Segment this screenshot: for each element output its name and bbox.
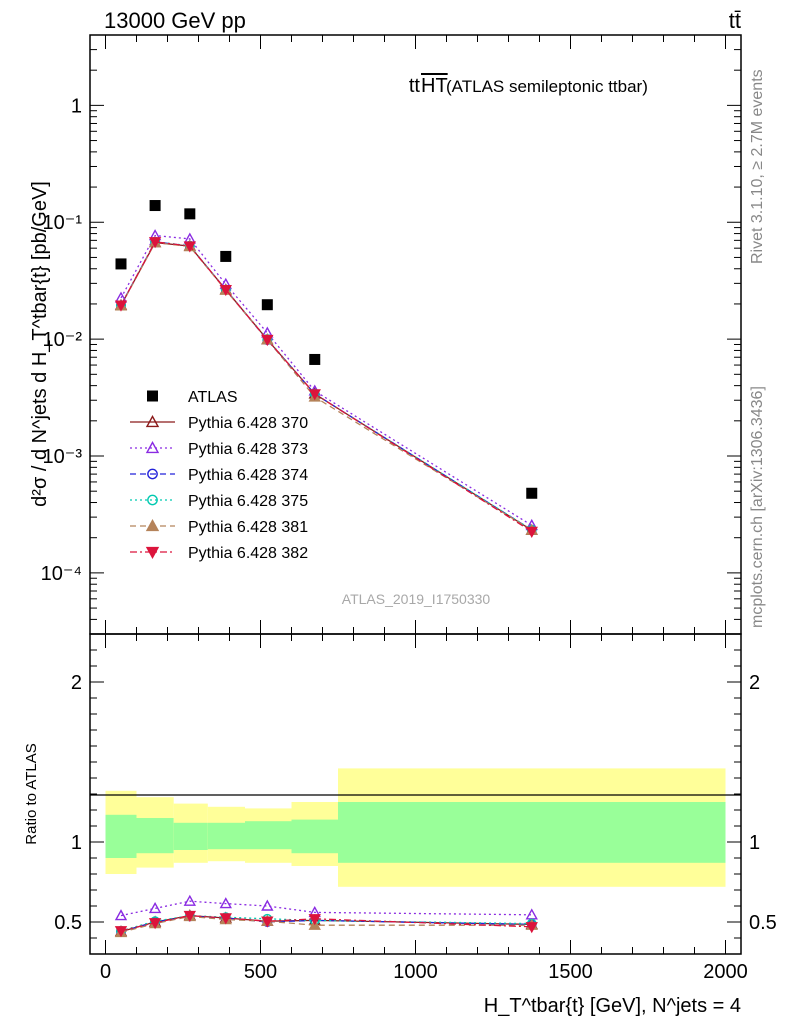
x-axis-label: H_T^tbar{t} [GeV], N^jets = 4 xyxy=(484,995,741,1017)
ratio-band-inner xyxy=(173,822,208,850)
x-tick-label: 2000 xyxy=(703,961,748,983)
ratio-band-inner xyxy=(245,821,292,850)
series-point xyxy=(308,389,321,401)
ratio-point xyxy=(183,910,197,923)
legend-marker xyxy=(147,390,158,402)
legend-label: Pythia 6.428 373 xyxy=(188,441,308,458)
y-tick-label-main: 10⁻³ xyxy=(43,446,83,468)
ratio-band-inner xyxy=(105,814,137,858)
ratio-point xyxy=(261,916,274,928)
y-tick-label-main: 1 xyxy=(71,95,82,117)
ratio-point xyxy=(148,918,162,930)
ratio-band-inner xyxy=(338,802,726,863)
legend-marker xyxy=(147,468,158,480)
main-panel: 10⁻⁴ 10⁻³ 10⁻² 10⁻¹ 1 tt HT (ATLAS semilepto… xyxy=(41,34,742,635)
data-point xyxy=(309,353,321,365)
x-tick-label: 1000 xyxy=(393,961,438,983)
legend-label: Pythia 6.428 374 xyxy=(188,467,308,484)
y-axis-label-main: d²σ / d N^jets d H_T^tbar{t} [pb/GeV] xyxy=(29,181,51,507)
ratio-point xyxy=(219,913,232,925)
plot-title-suffix: (ATLAS semileptonic ttbar) xyxy=(446,77,648,96)
rivet-label: Rivet 3.1.10, ≥ 2.7M events xyxy=(749,69,766,264)
y-axis-label-ratio: Ratio to ATLAS xyxy=(23,743,40,844)
ratio-point xyxy=(148,901,162,914)
data-point xyxy=(149,200,161,212)
data-point xyxy=(220,250,232,262)
ratio-line xyxy=(120,900,532,917)
legend-marker xyxy=(145,441,160,454)
energy-label: 13000 GeV pp xyxy=(104,8,246,33)
ratio-point xyxy=(525,908,538,920)
ratio-band-inner xyxy=(136,818,174,854)
y-tick-label-ratio-right: 1 xyxy=(749,832,760,854)
y-tick-label-ratio: 0.5 xyxy=(54,912,82,934)
legend-marker xyxy=(145,415,160,428)
ratio-point xyxy=(114,909,128,921)
data-point xyxy=(115,258,127,270)
legend-label: Pythia 6.428 375 xyxy=(188,493,308,510)
legend-label: Pythia 6.428 382 xyxy=(188,545,308,562)
x-tick-label: 500 xyxy=(244,961,277,983)
mcplots-label: mcplots.cern.ch [arXiv:1306.3436] xyxy=(749,386,766,628)
legend-label: Pythia 6.428 381 xyxy=(188,519,308,536)
ratio-point xyxy=(308,914,321,926)
ratio-point xyxy=(114,926,128,938)
y-tick-label-ratio-right: 0.5 xyxy=(749,912,777,934)
y-tick-label-main: 10⁻¹ xyxy=(43,212,83,234)
x-tick-label: 0 xyxy=(100,961,111,983)
plot-title-overline: HT xyxy=(421,75,448,97)
series-point xyxy=(219,284,232,297)
analysis-watermark: ATLAS_2019_I1750330 xyxy=(342,591,491,607)
ratio-point xyxy=(219,897,232,909)
ratio-point xyxy=(261,899,274,911)
ratio-point xyxy=(525,922,538,934)
legend-marker xyxy=(145,519,160,532)
plot-title-main: tt xyxy=(409,75,421,97)
legend-marker xyxy=(145,546,160,559)
series-point xyxy=(183,241,197,253)
series-line xyxy=(120,241,533,533)
series-point xyxy=(261,334,274,347)
series-point xyxy=(148,237,162,249)
data-point xyxy=(184,208,196,220)
legend-marker xyxy=(147,494,158,506)
ratio-point xyxy=(183,894,197,906)
ratio-band-inner xyxy=(207,822,245,850)
legend: ATLAS Pythia 6.428 370 Pythia 6.428 373 Pyt… xyxy=(130,389,308,562)
legend-label: ATLAS xyxy=(188,389,238,406)
data-point xyxy=(261,299,273,311)
series-point xyxy=(114,300,128,312)
y-tick-label-ratio: 1 xyxy=(71,832,82,854)
y-tick-label-main: 10⁻⁴ xyxy=(41,563,82,585)
ratio-panel: 0.5 0.5 1 1 2 2 xyxy=(54,633,777,955)
series-line xyxy=(120,234,533,526)
y-tick-label-main: 10⁻² xyxy=(43,329,83,351)
process-label: tt̄ xyxy=(729,8,741,33)
ratio-band-inner xyxy=(291,819,338,854)
series-point xyxy=(525,526,538,538)
legend-label: Pythia 6.428 370 xyxy=(188,415,308,432)
x-tick-label: 1500 xyxy=(548,961,593,983)
y-tick-label-ratio: 2 xyxy=(71,672,82,694)
y-tick-label-ratio-right: 2 xyxy=(749,672,760,694)
data-point xyxy=(526,487,538,499)
